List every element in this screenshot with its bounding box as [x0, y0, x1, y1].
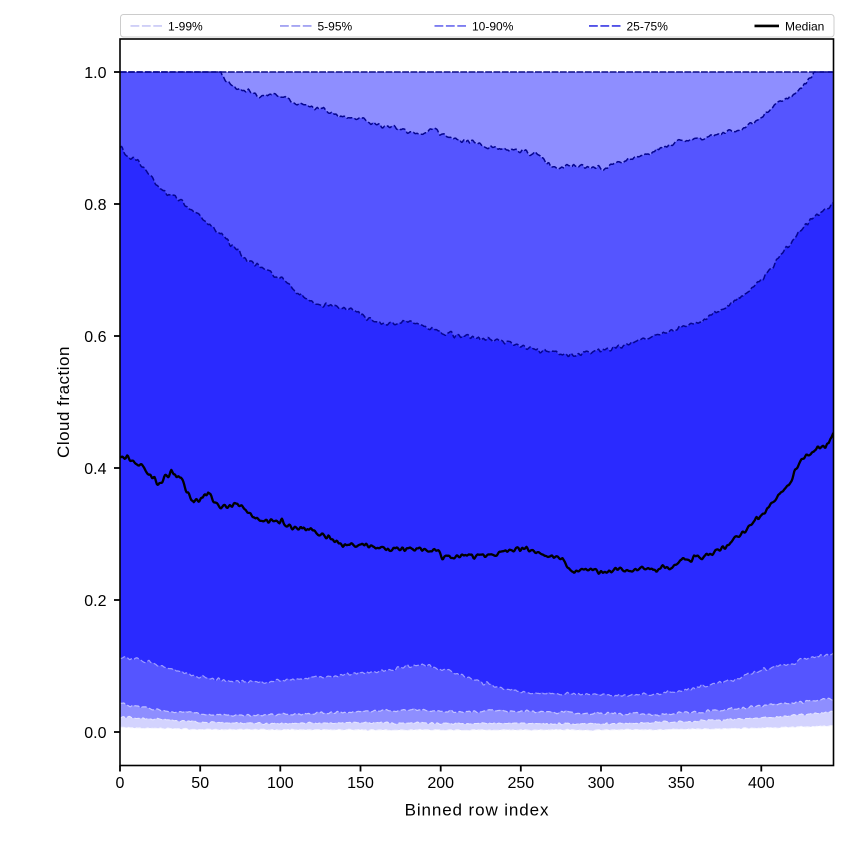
svg-text:Cloud fraction: Cloud fraction: [54, 346, 73, 458]
svg-text:100: 100: [267, 775, 294, 792]
svg-text:400: 400: [748, 775, 775, 792]
svg-text:250: 250: [507, 775, 534, 792]
svg-text:0.0: 0.0: [84, 725, 106, 742]
svg-text:0: 0: [116, 775, 125, 792]
svg-text:5-95%: 5-95%: [318, 19, 353, 33]
svg-text:1.0: 1.0: [84, 65, 106, 82]
svg-text:150: 150: [347, 775, 374, 792]
svg-text:10-90%: 10-90%: [472, 19, 514, 33]
svg-text:Median: Median: [785, 19, 824, 33]
svg-text:0.4: 0.4: [84, 461, 106, 478]
svg-text:350: 350: [668, 775, 695, 792]
svg-text:0.8: 0.8: [84, 197, 106, 214]
svg-text:25-75%: 25-75%: [627, 19, 669, 33]
svg-text:0.6: 0.6: [84, 329, 106, 346]
svg-text:300: 300: [588, 775, 615, 792]
svg-text:50: 50: [191, 775, 209, 792]
svg-text:1-99%: 1-99%: [168, 19, 203, 33]
svg-text:Binned row index: Binned row index: [405, 801, 550, 820]
svg-text:0.2: 0.2: [84, 593, 106, 610]
svg-text:200: 200: [427, 775, 454, 792]
